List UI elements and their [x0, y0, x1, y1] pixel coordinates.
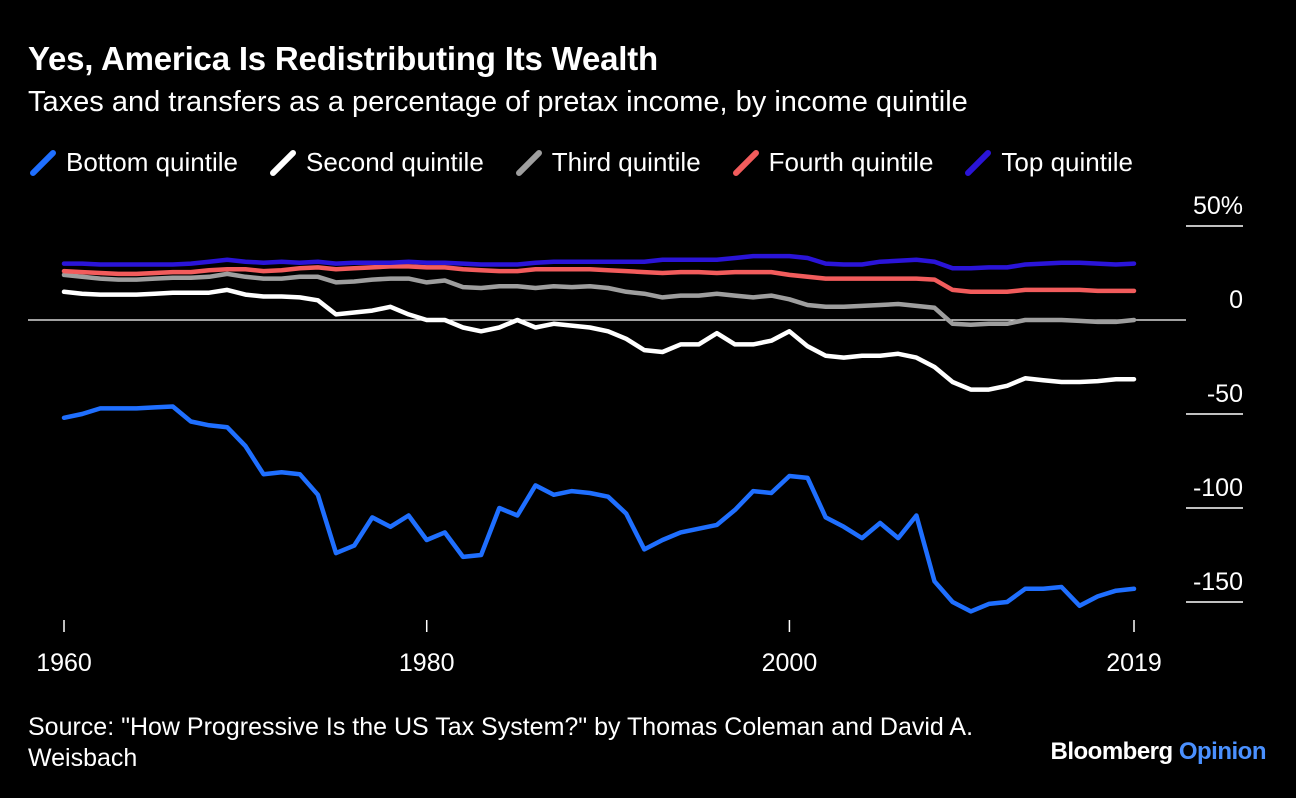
x-tick-label-2: 2000	[762, 649, 818, 677]
legend-label: Top quintile	[1001, 147, 1133, 177]
x-tick-label-0: 1960	[36, 649, 92, 677]
y-tick-label-3: -100	[1193, 474, 1243, 502]
legend-item-top-quintile: Top quintile	[963, 147, 1133, 178]
legend-label: Bottom quintile	[66, 147, 238, 177]
series-line-bottom-quintile	[61, 404, 1137, 614]
legend-swatch-icon	[515, 149, 542, 176]
legend-item-fourth-quintile: Fourth quintile	[731, 147, 934, 178]
brand-logo: Bloomberg Opinion	[1051, 738, 1267, 766]
y-tick-label-0: 50%	[1193, 192, 1243, 220]
y-tick-label-1: 0	[1229, 286, 1243, 314]
chart-title: Yes, America Is Redistributing Its Wealt…	[28, 40, 658, 77]
x-tick-label-3: 2019	[1106, 649, 1162, 677]
legend-swatch-icon	[30, 149, 56, 176]
series-line-top-quintile	[61, 253, 1137, 271]
legend-item-bottom-quintile: Bottom quintile	[28, 147, 238, 178]
legend-label: Fourth quintile	[768, 147, 934, 177]
legend-label: Third quintile	[551, 147, 701, 177]
series-line-fourth-quintile	[61, 264, 1137, 295]
brand-name: Bloomberg	[1050, 738, 1174, 765]
source-note: Source: "How Progressive Is the US Tax S…	[28, 713, 974, 772]
legend: Bottom quintile Second quintile Third quin…	[28, 147, 1163, 178]
x-tick-label-1: 1980	[399, 649, 455, 677]
legend-swatch-icon	[269, 149, 296, 176]
legend-item-second-quintile: Second quintile	[268, 147, 484, 178]
series-line-third-quintile	[61, 271, 1137, 327]
legend-label: Second quintile	[305, 147, 484, 177]
series-line-second-quintile	[61, 287, 1137, 392]
y-tick-label-2: -50	[1207, 380, 1243, 408]
legend-swatch-icon	[732, 149, 759, 176]
y-tick-label-4: -150	[1193, 568, 1243, 596]
chart-subtitle: Taxes and transfers as a percentage of p…	[28, 86, 968, 118]
legend-swatch-icon	[965, 149, 992, 176]
brand-section: Opinion	[1178, 738, 1267, 765]
legend-item-third-quintile: Third quintile	[514, 147, 701, 178]
